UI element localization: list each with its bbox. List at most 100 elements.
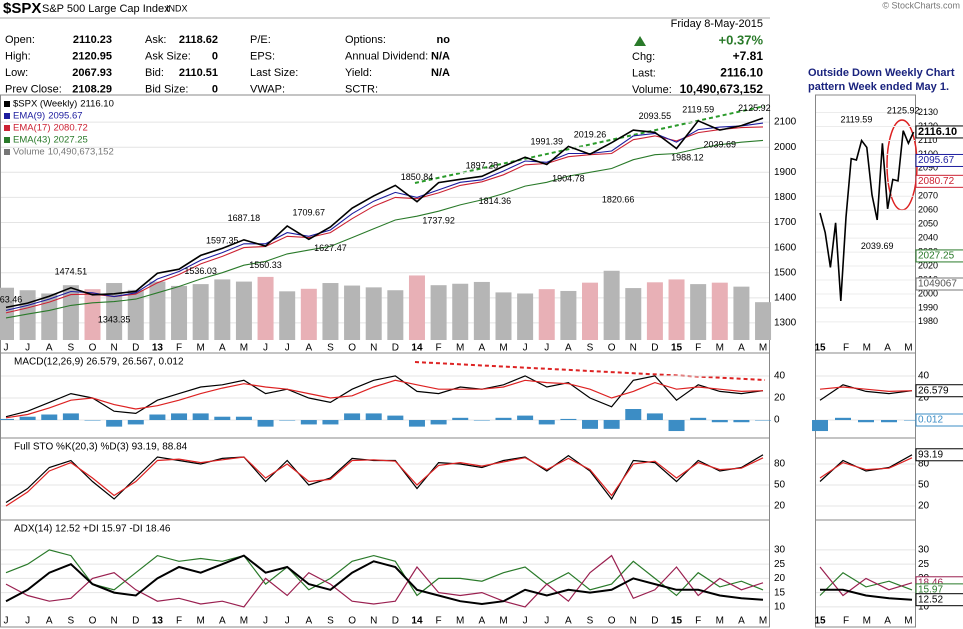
value-box-label: 2116.10 [918, 126, 957, 138]
histogram-bar [62, 413, 79, 421]
price-annotation: 1991.39 [530, 137, 563, 147]
field-label: Annual Dividend: [345, 50, 428, 62]
x-tick-label: D [132, 343, 139, 354]
value-box-label: 2080.72 [918, 176, 955, 187]
y-tick-label: 40 [918, 371, 930, 382]
y-tick-label: 15 [774, 587, 786, 598]
histogram-bar [84, 420, 101, 421]
x-tick-label: M [863, 343, 871, 354]
quote-value: 2116.10 [720, 66, 763, 80]
legend-name: EMA(17) [13, 123, 50, 134]
x-tick-label: M [456, 616, 464, 627]
x-tick-label: A [479, 616, 486, 627]
x-tick-label: D [132, 616, 139, 627]
x-tick-label: S [68, 343, 75, 354]
x-tick-label: 15 [671, 616, 683, 627]
series-line [5, 554, 764, 606]
volume-bar [755, 302, 772, 340]
y-tick-label: 20 [774, 573, 786, 584]
field-label: EPS: [250, 50, 275, 62]
x-tick-label: D [651, 616, 658, 627]
price-annotation: 1597.35 [206, 236, 239, 246]
price-annotation: 1343.35 [98, 314, 131, 324]
price-annotation: 1474.51 [55, 266, 88, 276]
x-tick-label: D [651, 343, 658, 354]
x-tick-label: M [716, 343, 724, 354]
x-tick-label: 15 [814, 616, 826, 627]
series-line [819, 566, 913, 597]
series-line [819, 386, 913, 393]
legend-name: $SPX (Weekly) [13, 99, 77, 110]
legend-value: 10,490,673,152 [48, 147, 114, 158]
y-tick-label: 20 [918, 501, 930, 512]
legend-value: 2080.72 [53, 123, 87, 134]
y-tick-label: 2050 [918, 219, 938, 229]
volume-bar [517, 293, 534, 340]
histogram-bar [127, 420, 144, 425]
histogram-bar [300, 420, 317, 425]
volume-bar [41, 293, 58, 340]
x-tick-label: M [904, 343, 912, 354]
y-tick-label: 1900 [774, 167, 797, 178]
trend-line [414, 361, 766, 381]
x-tick-label: F [695, 616, 701, 627]
volume-bar [62, 285, 79, 340]
x-tick-label: M [863, 616, 871, 627]
y-tick-label: 2000 [774, 142, 797, 153]
field-label: Open: [5, 34, 35, 46]
x-tick-label: A [479, 343, 486, 354]
volume-bar [495, 292, 512, 340]
series-line [5, 379, 764, 419]
x-tick-label: M [904, 616, 912, 627]
field-label: Options: [345, 34, 386, 46]
x-tick-label: F [843, 343, 849, 354]
y-tick-label: 1700 [774, 217, 797, 228]
change-pct: +0.37% [719, 32, 764, 47]
y-tick-label: 2000 [918, 288, 938, 298]
price-annotation: 1560.33 [249, 260, 282, 270]
y-tick-label: 2020 [918, 260, 938, 270]
value-box-label: 15.97 [918, 585, 943, 596]
histogram-bar [365, 413, 382, 421]
y-tick-label: 40 [774, 371, 786, 382]
y-tick-label: 50 [918, 480, 930, 491]
y-tick-label: 20 [774, 393, 786, 404]
volume-bar [646, 282, 663, 340]
value-box [915, 448, 963, 462]
x-tick-label: M [499, 616, 507, 627]
price-annotation: 1897.28 [466, 160, 499, 170]
series-line [819, 130, 915, 301]
y-tick-label: 2040 [918, 233, 938, 243]
value-box [915, 277, 963, 291]
volume-bar [235, 281, 252, 340]
price-annotation: 1687.18 [228, 213, 261, 223]
legend-name: EMA(9) [13, 111, 45, 122]
histogram-bar [858, 420, 874, 423]
y-tick-label: 2060 [918, 205, 938, 215]
volume-bar [603, 270, 620, 340]
series-line [5, 375, 764, 418]
y-tick-label: 25 [918, 559, 930, 570]
x-tick-label: S [68, 616, 75, 627]
field-label: Yield: [345, 67, 372, 79]
histogram-bar [625, 409, 642, 421]
price-annotation: 1814.36 [479, 196, 512, 206]
series-line [820, 588, 913, 601]
x-tick-label: S [587, 616, 594, 627]
series-line [5, 554, 764, 608]
x-tick-label: N [111, 343, 118, 354]
y-tick-label: 0 [774, 415, 780, 426]
x-tick-label: D [392, 616, 399, 627]
x-tick-label: F [695, 343, 701, 354]
x-tick-label: M [240, 616, 248, 627]
histogram-bar [733, 420, 750, 423]
histogram-bar [0, 418, 14, 421]
volume-bar [560, 290, 577, 340]
series-line [819, 571, 913, 596]
x-tick-label: O [348, 343, 356, 354]
field-value: 2118.62 [179, 34, 218, 46]
x-tick-label: A [305, 343, 312, 354]
price-annotation: 1536.03 [184, 266, 217, 276]
volume-bar [690, 284, 707, 340]
quote-value: 10,490,673,152 [680, 82, 764, 96]
